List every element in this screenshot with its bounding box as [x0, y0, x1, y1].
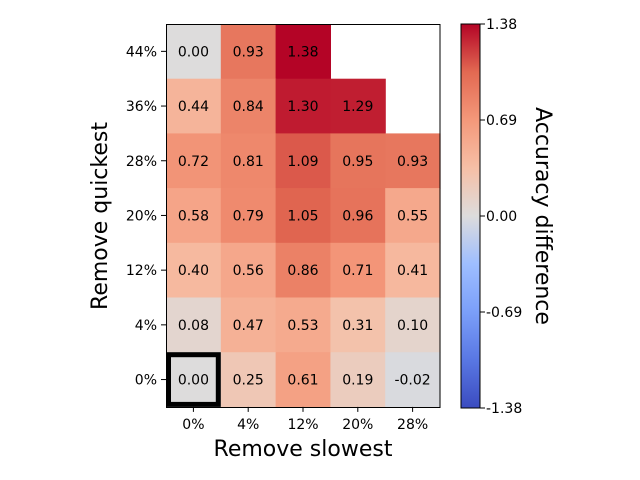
- heatmap-cell: [275, 242, 331, 299]
- heatmap-cell: [220, 188, 277, 244]
- cell-value-label: 0.55: [397, 208, 428, 224]
- cell-value-label: 0.08: [178, 318, 209, 334]
- heatmap-cell: [166, 352, 222, 408]
- heatmap-cell: [220, 352, 277, 408]
- colorbar-tick-label: -0.69: [486, 305, 522, 321]
- heatmap-cell: [385, 133, 441, 189]
- cell-value-label: 0.53: [287, 318, 318, 334]
- heatmap-cell: [220, 133, 277, 189]
- colorbar-tick-label: 1.38: [486, 17, 517, 33]
- heatmap-cell: [166, 297, 222, 353]
- x-tick-label: 28%: [397, 417, 428, 433]
- heatmap-cell: [275, 24, 331, 80]
- colorbar-tick-label: -1.38: [486, 401, 522, 417]
- cell-value-label: 0.96: [342, 208, 373, 224]
- heatmap-cell: [166, 24, 222, 80]
- cell-value-label: 0.56: [233, 263, 264, 279]
- y-axis-label: Remove quickest: [88, 122, 113, 310]
- cell-value-label: 0.86: [287, 263, 318, 279]
- cell-value-label: 1.09: [287, 154, 318, 170]
- cell-value-label: 0.93: [233, 44, 264, 60]
- cell-value-label: 0.44: [178, 99, 209, 115]
- colorbar-tick-label: 0.69: [486, 113, 517, 129]
- cell-value-label: 0.79: [233, 208, 264, 224]
- heatmap-cell: [220, 24, 277, 80]
- x-tick-label: 20%: [342, 417, 373, 433]
- heatmap-cell: [220, 78, 277, 134]
- heatmap-cell: [330, 297, 386, 353]
- cell-value-label: 0.95: [342, 154, 373, 170]
- x-tick-label: 0%: [182, 417, 204, 433]
- cell-value-label: 0.61: [287, 373, 318, 389]
- cell-value-label: 0.81: [233, 154, 264, 170]
- heatmap-cell: [220, 297, 277, 353]
- heatmap-cell: [275, 352, 331, 408]
- cell-value-label: 1.05: [287, 208, 318, 224]
- cell-value-label: 1.30: [287, 99, 318, 115]
- cell-value-label: 0.71: [342, 263, 373, 279]
- cell-value-label: 0.41: [397, 263, 428, 279]
- cell-value-label: 0.72: [178, 154, 209, 170]
- heatmap-cell: [385, 242, 441, 299]
- cell-value-label: 0.25: [233, 373, 264, 389]
- colorbar: [460, 23, 481, 409]
- heatmap-cell: [166, 78, 222, 134]
- cell-value-label: 0.58: [178, 208, 209, 224]
- heatmap-cell: [275, 188, 331, 244]
- cell-value-label: 0.10: [397, 318, 428, 334]
- heatmap-cell: [275, 133, 331, 189]
- y-tick-label: 4%: [135, 318, 157, 334]
- cell-value-label: 1.29: [342, 99, 373, 115]
- heatmap-cell: [166, 133, 222, 189]
- heatmap-cell: [330, 133, 386, 189]
- y-tick-label: 44%: [126, 44, 157, 60]
- heatmap-cell: [166, 242, 222, 299]
- y-tick-label: 0%: [135, 373, 157, 389]
- cell-value-label: 0.93: [397, 154, 428, 170]
- cell-value-label: 1.38: [287, 44, 318, 60]
- highlighted-cell-border: [166, 352, 221, 407]
- cell-value-label: 0.84: [233, 99, 264, 115]
- cell-value-label: 0.31: [342, 318, 373, 334]
- x-tick-label: 4%: [237, 417, 259, 433]
- cell-value-label: 0.00: [178, 44, 209, 60]
- heatmap-cell: [166, 188, 222, 244]
- heatmap-cell: [330, 78, 386, 134]
- heatmap-cell: [330, 188, 386, 244]
- colorbar-tick-label: 0.00: [486, 209, 517, 225]
- y-tick-label: 36%: [126, 99, 157, 115]
- x-tick-label: 12%: [287, 417, 318, 433]
- cell-value-label: 0.19: [342, 373, 373, 389]
- heatmap-cell: [385, 188, 441, 244]
- heatmap-cell: [330, 352, 386, 408]
- heatmap-cell: [385, 352, 441, 408]
- cell-value-label: 0.47: [233, 318, 264, 334]
- cell-value-label: 0.40: [178, 263, 209, 279]
- y-tick-label: 20%: [126, 208, 157, 224]
- x-axis-ticks: 0% 4% 12% 20% 28%: [182, 406, 428, 433]
- colorbar-label: Accuracy difference: [530, 107, 555, 325]
- cell-value-label: -0.02: [394, 373, 430, 389]
- y-tick-label: 12%: [126, 263, 157, 279]
- heatmap-cell: [330, 242, 386, 299]
- heatmap-cell: [275, 297, 331, 353]
- heatmap-cells: [166, 24, 441, 408]
- heatmap-cell-labels: 0.00 0.93 1.38 0.44 0.84 1.30 1.29 0.72 0.81 1.09…: [178, 44, 431, 388]
- heatmap-cell: [220, 242, 277, 299]
- x-axis-label: Remove slowest: [214, 437, 393, 462]
- y-axis-ticks: 44% 36% 28% 20% 12% 4% 0%: [126, 44, 166, 389]
- y-tick-label: 28%: [126, 154, 157, 170]
- cell-value-label: 0.00: [178, 373, 209, 389]
- heatmap-cell: [275, 78, 331, 134]
- heatmap-cell: [385, 297, 441, 353]
- colorbar-ticks: 1.38 0.69 0.00 -0.69 -1.38: [480, 17, 522, 417]
